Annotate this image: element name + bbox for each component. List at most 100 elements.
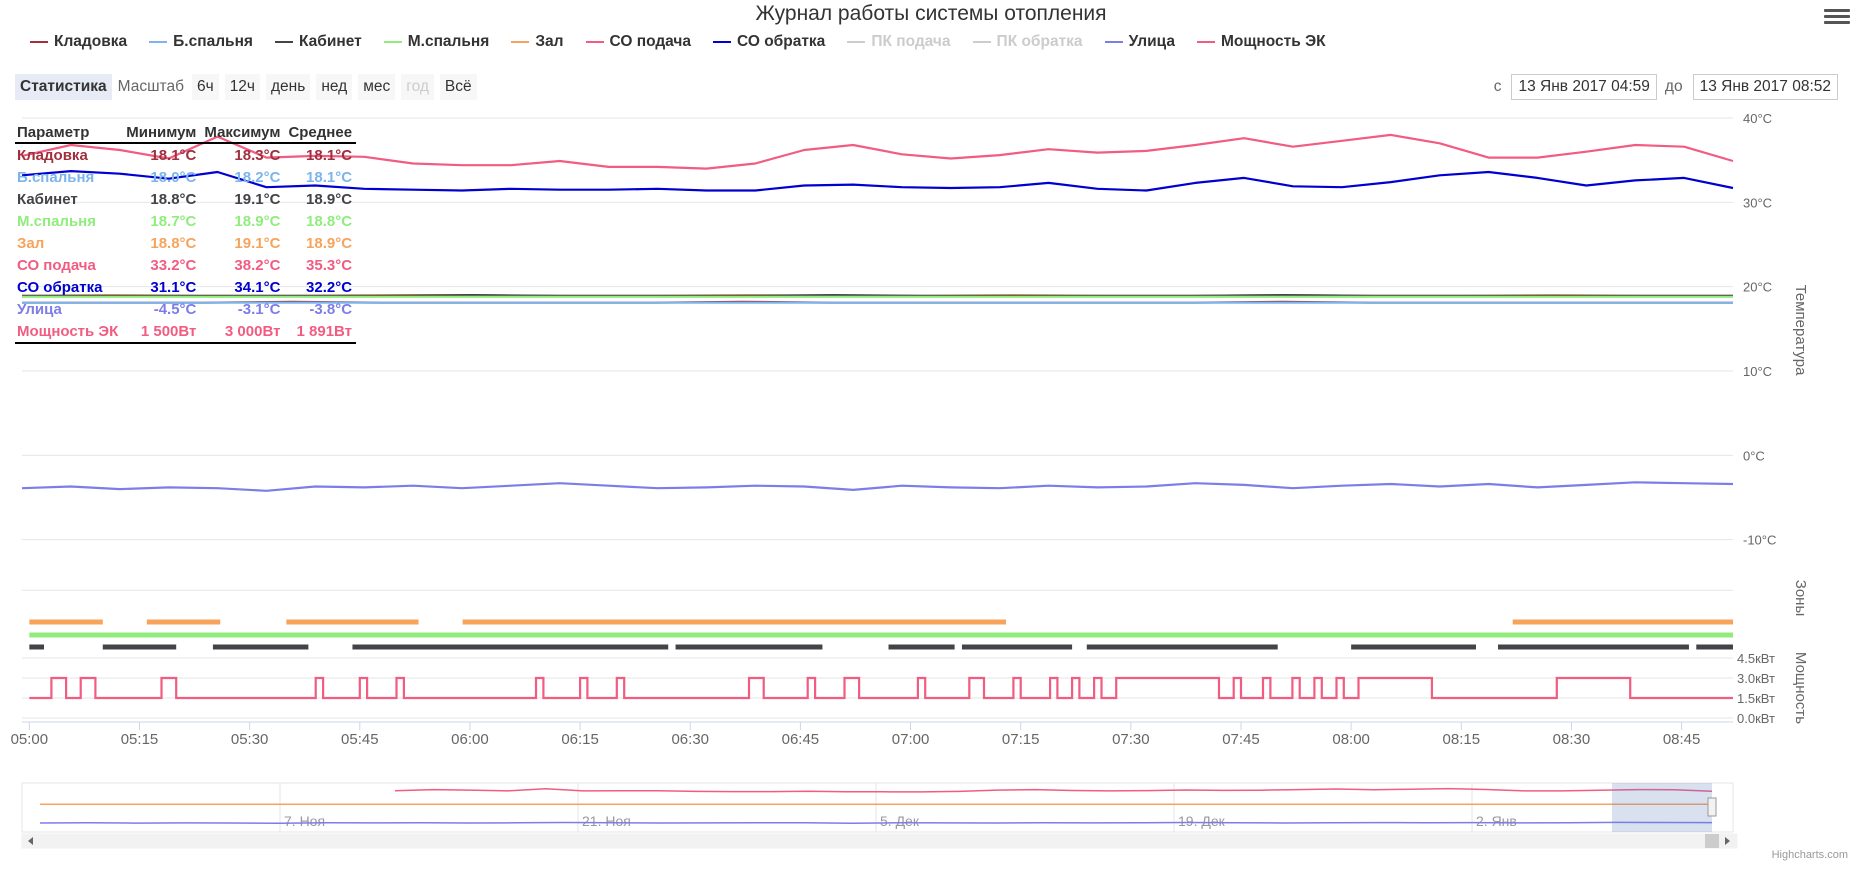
legend-line-icon: [30, 41, 48, 43]
x-tick-label: 06:45: [782, 731, 820, 748]
x-tick-label: 07:15: [1002, 731, 1040, 748]
legend-item[interactable]: ПК подача: [847, 33, 951, 51]
legend-label: Кладовка: [54, 33, 128, 50]
stats-cell: М.спальня: [17, 212, 96, 230]
stats-cell: 18.0°C: [150, 168, 197, 186]
zoom-button[interactable]: нед: [316, 74, 353, 100]
zoom-button[interactable]: 12ч: [224, 74, 261, 100]
navigator-tick-label: 7. Ноя: [284, 813, 325, 829]
stats-cell: Улица: [17, 300, 62, 318]
stats-cell: 18.8°C: [150, 234, 197, 252]
navigator-series-line: [39, 821, 1713, 824]
legend-label: Улица: [1128, 33, 1175, 50]
stats-cell: 3 000Вт: [200, 320, 285, 344]
stats-cell: 31.1°C: [150, 278, 197, 296]
x-tick-label: 08:45: [1663, 731, 1701, 748]
legend-line-icon: [847, 41, 866, 43]
x-tick-label: 07:00: [892, 731, 930, 748]
temp-tick-label: 20°C: [1743, 280, 1772, 295]
temp-tick-label: -10°C: [1743, 533, 1776, 548]
from-label: с: [1493, 78, 1502, 95]
legend-line-icon: [274, 41, 293, 43]
legend-label: М.спальня: [407, 33, 490, 50]
range-selector: Статистика Масштаб 6ч 12ч день нед мес год Всё: [15, 74, 483, 100]
stats-cell: Кабинет: [17, 190, 78, 208]
x-tick-label: 08:00: [1332, 731, 1370, 748]
chart-title: Журнал работы системы отопления: [755, 2, 1107, 25]
x-tick-label: 07:45: [1222, 731, 1260, 748]
temp-tick-label: 0°C: [1743, 448, 1765, 463]
navigator-series-line: [394, 787, 1713, 793]
legend-item[interactable]: СО подача: [585, 33, 691, 51]
stats-cell: Зал: [17, 234, 45, 252]
stats-row: Зал 18.8°C 19.1°C 18.9°C: [15, 232, 356, 254]
series-line: [21, 481, 1734, 492]
zoom-button[interactable]: мес: [358, 74, 396, 100]
power-tick-label: 0.0кВт: [1737, 711, 1775, 726]
scroll-right-arrow-icon[interactable]: [1725, 837, 1730, 845]
stats-row: Кладовка 18.1°C 18.3°C 18.1°C: [15, 143, 356, 166]
navigator-tick-label: 5. Дек: [880, 813, 920, 829]
x-tick-label: 05:45: [341, 731, 379, 748]
stats-row: Улица -4.5°C -3.1°C -3.8°C: [15, 298, 356, 320]
stats-cell: Мощность ЭК: [15, 320, 123, 344]
legend-item[interactable]: Кладовка: [30, 33, 127, 51]
series-line: [21, 170, 1734, 192]
scrollbar-thumb[interactable]: [1705, 834, 1719, 848]
stats-button[interactable]: Статистика: [15, 74, 112, 100]
credits-link[interactable]: Highcharts.com: [1771, 849, 1848, 861]
legend-line-icon: [713, 41, 732, 43]
temp-tick-label: 10°C: [1743, 364, 1772, 379]
zoom-button[interactable]: год: [401, 74, 434, 100]
legend-line-icon: [1196, 41, 1215, 43]
legend-line-icon: [149, 41, 168, 43]
stats-cell: 1 500Вт: [122, 320, 201, 344]
context-menu-icon[interactable]: [1824, 6, 1850, 28]
from-date-input[interactable]: 13 Янв 2017 04:59: [1511, 74, 1657, 100]
temp-tick-label: 30°C: [1743, 195, 1772, 210]
stats-cell: Кладовка: [17, 146, 88, 164]
legend-item[interactable]: СО обратка: [713, 33, 825, 51]
navigator-handle-icon[interactable]: [1707, 797, 1717, 817]
zones-axis-title: Зоны: [1792, 580, 1809, 616]
stats-cell: -3.8°C: [309, 300, 353, 318]
x-tick-label: 05:15: [121, 731, 159, 748]
stats-cell: 18.9°C: [306, 190, 353, 208]
legend-label: Мощность ЭК: [1220, 33, 1326, 50]
stats-cell: 18.3°C: [234, 146, 281, 164]
stats-cell: 35.3°C: [306, 256, 353, 274]
zoom-button[interactable]: 6ч: [191, 74, 219, 100]
power-tick-label: 3.0кВт: [1737, 671, 1775, 686]
stats-row: Кабинет 18.8°C 19.1°C 18.9°C: [15, 188, 356, 210]
temp-axis-title: Температура: [1792, 285, 1809, 377]
stats-header: Среднее: [284, 123, 357, 144]
legend-item[interactable]: Улица: [1104, 33, 1175, 51]
legend-label: Б.спальня: [173, 33, 253, 50]
navigator-selection[interactable]: [1612, 783, 1712, 832]
stats-header: Параметр: [15, 123, 123, 144]
legend-item[interactable]: Кабинет: [274, 33, 362, 51]
legend-item[interactable]: ПК обратка: [972, 33, 1083, 51]
x-tick-label: 08:30: [1553, 731, 1591, 748]
zoom-button[interactable]: Всё: [439, 74, 477, 100]
legend-label: Зал: [535, 33, 564, 50]
x-tick-label: 05:30: [231, 731, 269, 748]
stats-cell: 18.8°C: [306, 212, 353, 230]
legend-item[interactable]: М.спальня: [383, 33, 490, 51]
navigator-tick-label: 21. Ноя: [582, 813, 631, 829]
stats-cell: 1 891Вт: [284, 320, 357, 344]
legend-label: ПК подача: [871, 33, 951, 50]
zoom-button[interactable]: день: [266, 74, 311, 100]
to-label: до: [1664, 78, 1683, 95]
navigator-tick-label: 19. Дек: [1178, 813, 1226, 829]
stats-cell: -3.1°C: [237, 300, 281, 318]
legend-item[interactable]: Б.спальня: [149, 33, 253, 51]
legend-item[interactable]: Зал: [511, 33, 564, 51]
x-tick-label: 06:30: [671, 731, 709, 748]
series-line: [21, 133, 1734, 170]
legend-line-icon: [1104, 41, 1123, 43]
to-date-input[interactable]: 13 Янв 2017 08:52: [1692, 74, 1838, 100]
chart-legend: Кладовка Б.спальня Кабинет М.спальня Зал СО п…: [30, 31, 1348, 53]
legend-item[interactable]: Мощность ЭК: [1196, 33, 1326, 51]
scroll-left-arrow-icon[interactable]: [28, 837, 33, 845]
